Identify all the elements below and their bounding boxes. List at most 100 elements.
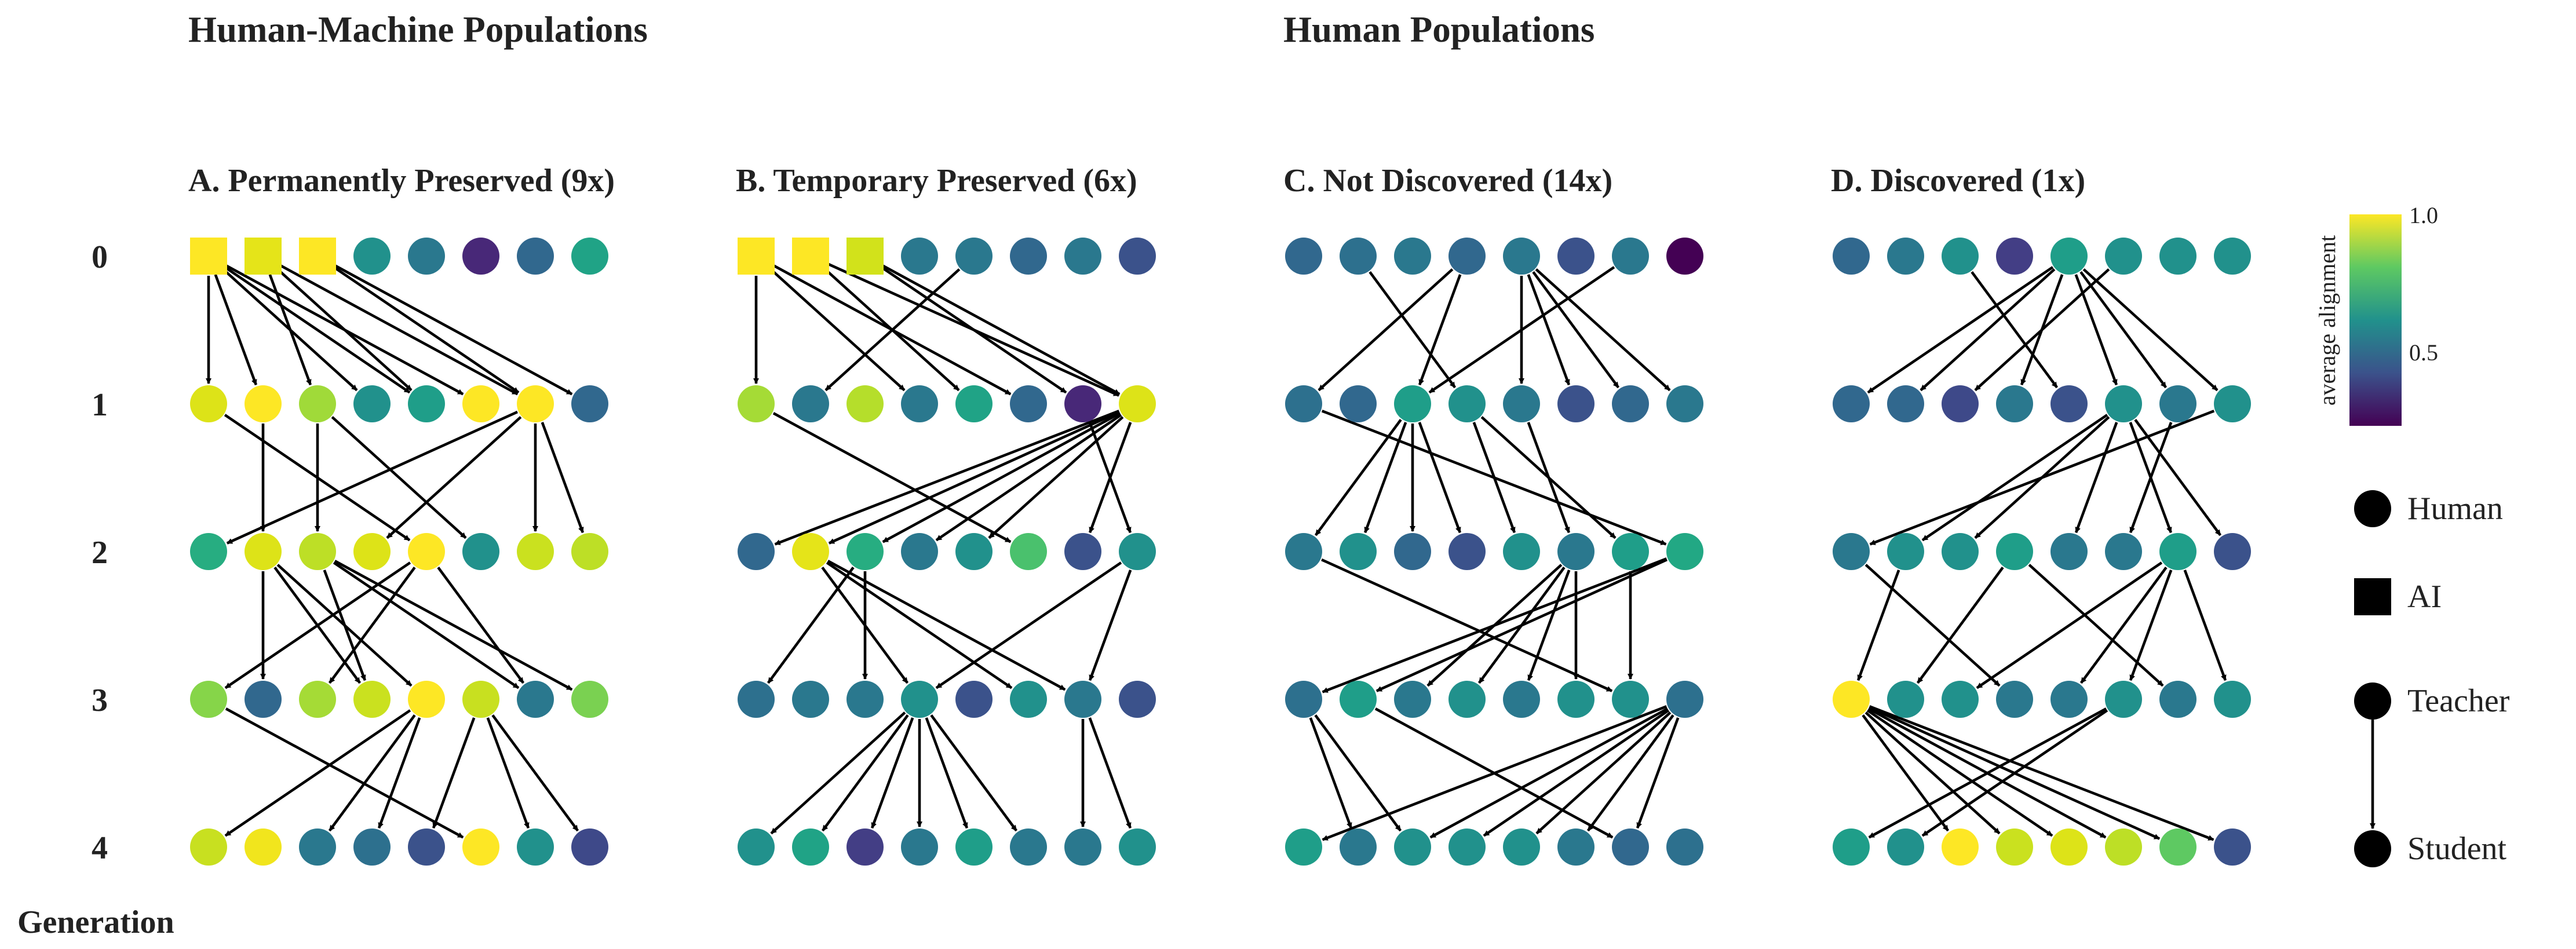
- teacher-student-edge: [1866, 709, 2053, 837]
- human-node: [2159, 238, 2196, 275]
- teacher-student-edge: [1418, 422, 1462, 534]
- human-node: [2105, 681, 2142, 718]
- teacher-student-edge: [935, 414, 1122, 542]
- human-node: [1557, 533, 1595, 570]
- colorbar-tick-high: 1.0: [2409, 202, 2438, 228]
- human-node: [1119, 238, 1156, 275]
- colorbar-tick-mid: 0.5: [2409, 340, 2438, 366]
- human-node: [408, 385, 445, 422]
- human-node: [1833, 238, 1870, 275]
- ai-node: [846, 238, 884, 275]
- teacher-student-edge: [2082, 268, 2219, 392]
- generation-label-1: 1: [92, 387, 108, 423]
- teacher-student-edge: [333, 266, 520, 394]
- human-node: [245, 828, 282, 866]
- human-node: [2050, 828, 2088, 866]
- teacher-student-edge: [328, 714, 416, 832]
- teacher-student-edge: [925, 717, 969, 829]
- human-node: [1557, 681, 1595, 718]
- colorbar-label: average alignment: [2314, 235, 2340, 406]
- teacher-student-edge: [1976, 561, 2163, 689]
- human-node: [190, 681, 227, 718]
- human-node: [408, 533, 445, 570]
- human-node: [1010, 238, 1047, 275]
- teacher-student-edge: [870, 717, 914, 829]
- human-node: [408, 681, 445, 718]
- human-node: [1833, 681, 1870, 718]
- teacher-student-edge: [491, 714, 579, 832]
- panel-title-c: C. Not Discovered (14x): [1283, 163, 1612, 199]
- human-node: [299, 828, 336, 866]
- human-node: [1942, 828, 1979, 866]
- human-node: [1285, 828, 1322, 866]
- teacher-student-edge: [2079, 271, 2168, 389]
- human-node: [1394, 533, 1431, 570]
- generation-axis-title: Generation: [17, 904, 174, 940]
- legend-human-marker: [2354, 490, 2391, 527]
- teacher-student-edge: [1088, 422, 1132, 534]
- panel-b: [738, 238, 1156, 866]
- human-node: [1557, 828, 1595, 866]
- teacher-student-edge: [1920, 268, 2056, 392]
- human-node: [517, 828, 554, 866]
- teacher-student-edge: [2028, 564, 2164, 687]
- teacher-student-edge: [881, 264, 1121, 396]
- human-node: [1064, 533, 1101, 570]
- teacher-student-edge: [2129, 422, 2173, 534]
- human-node: [1448, 681, 1486, 718]
- teacher-student-edge: [826, 561, 1013, 689]
- human-node: [1996, 681, 2033, 718]
- teacher-student-edge: [769, 268, 906, 392]
- teacher-student-edge: [827, 560, 1066, 691]
- teacher-student-edge: [2079, 567, 2168, 684]
- teacher-student-edge: [1309, 717, 1353, 829]
- teacher-student-edge: [386, 416, 522, 539]
- human-node: [2214, 681, 2251, 718]
- teacher-student-edge: [2129, 570, 2173, 681]
- panel-c-edges: [1309, 266, 1680, 841]
- human-node: [955, 828, 993, 866]
- panel-a-nodes: [190, 238, 608, 866]
- heading-human: Human Populations: [1283, 9, 1595, 50]
- teacher-student-edge: [1314, 419, 1402, 536]
- panel-title-a: A. Permanently Preserved (9x): [188, 163, 615, 199]
- heading-human-machine: Human-Machine Populations: [188, 9, 648, 50]
- human-node: [792, 385, 829, 422]
- teacher-student-edge: [333, 561, 520, 689]
- human-node: [2105, 828, 2142, 866]
- human-node: [408, 828, 445, 866]
- human-node: [1942, 385, 1979, 422]
- human-node: [1394, 681, 1431, 718]
- human-node: [1448, 533, 1486, 570]
- human-node: [2105, 238, 2142, 275]
- human-node: [353, 238, 391, 275]
- teacher-student-edge: [1088, 570, 1132, 681]
- human-node: [1503, 828, 1540, 866]
- human-node: [190, 828, 227, 866]
- teacher-student-edge: [486, 717, 530, 829]
- teacher-student-edge: [1921, 414, 2108, 542]
- human-node: [1010, 385, 1047, 422]
- panel-d: [1833, 238, 2251, 866]
- human-node: [353, 533, 391, 570]
- human-node: [738, 681, 775, 718]
- human-node: [2159, 385, 2196, 422]
- human-node: [517, 385, 554, 422]
- panel-title-b: B. Temporary Preserved (6x): [736, 163, 1137, 199]
- human-node: [901, 681, 938, 718]
- human-node: [1119, 828, 1156, 866]
- human-node: [1119, 533, 1156, 570]
- human-node: [1833, 385, 1870, 422]
- human-node: [571, 828, 608, 866]
- teacher-student-edge: [767, 567, 855, 684]
- teacher-student-edge: [1636, 717, 1680, 829]
- teacher-student-edge: [774, 410, 1120, 546]
- panel-title-d: D. Discovered (1x): [1831, 163, 2085, 199]
- teacher-student-edge: [1865, 564, 2001, 687]
- human-node: [1285, 385, 1322, 422]
- human-node: [1503, 533, 1540, 570]
- human-node: [1942, 238, 1979, 275]
- human-node: [901, 533, 938, 570]
- human-node: [1064, 681, 1101, 718]
